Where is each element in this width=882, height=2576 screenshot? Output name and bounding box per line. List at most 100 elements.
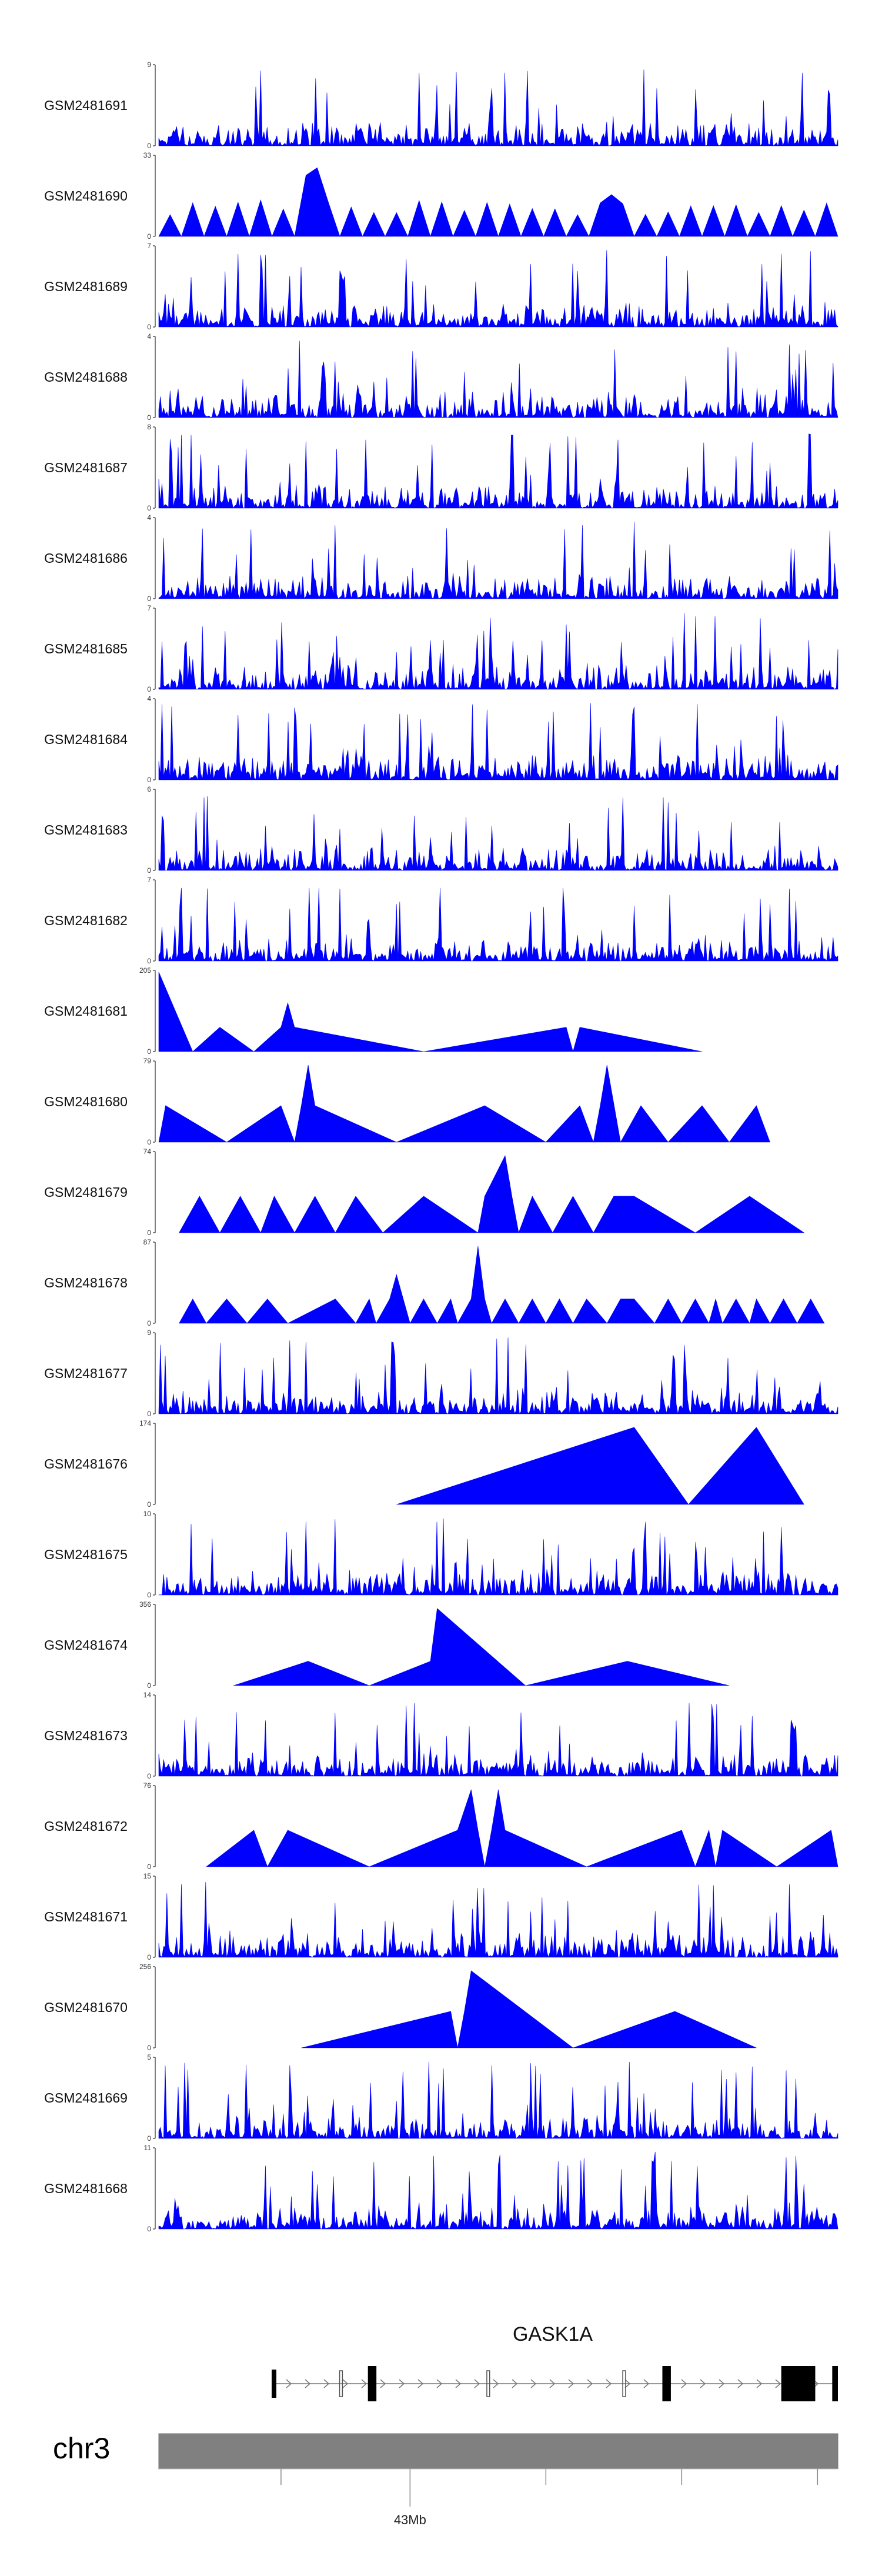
track-GSM2481668: GSM2481668 11 0 [44,2144,838,2233]
track-GSM2481682: GSM2481682 7 0 [44,876,838,965]
sample-label: GSM2481672 [44,1818,128,1834]
y-tick-label-min: 0 [147,776,151,784]
track-GSM2481673: GSM2481673 14 0 [44,1691,838,1780]
y-tick-label-min: 0 [147,1138,151,1146]
sample-label: GSM2481678 [44,1275,128,1290]
track-GSM2481676: GSM2481676 174 0 [44,1419,804,1509]
track-GSM2481679: GSM2481679 74 0 [44,1147,805,1237]
strand-chevron [530,2379,537,2388]
track-GSM2481691: GSM2481691 9 0 [44,61,838,150]
y-tick-label-min: 0 [147,1591,151,1599]
coverage-area [396,1427,804,1505]
track-GSM2481687: GSM2481687 8 0 [44,423,838,512]
track-GSM2481681: GSM2481681 205 0 [44,966,703,1056]
coverage-area [158,703,838,780]
coverage-area [158,1703,838,1777]
strand-chevron [493,2379,499,2388]
coverage-area [158,522,838,599]
chromosome-label: chr3 [53,2432,110,2465]
strand-chevron [474,2379,480,2388]
chromosome-bar [158,2433,838,2470]
strand-chevron [737,2379,744,2388]
strand-chevron [624,2379,631,2388]
sample-label: GSM2481687 [44,460,128,475]
sample-label: GSM2481680 [44,1094,128,1109]
coverage-area [158,2061,838,2139]
y-tick-label-max: 4 [147,695,151,703]
track-GSM2481686: GSM2481686 4 0 [44,513,838,603]
track-GSM2481671: GSM2481671 15 0 [44,1872,838,1961]
strand-chevron [323,2379,330,2388]
coverage-area [158,341,838,418]
sample-label: GSM2481689 [44,279,128,294]
y-tick-label-max: 14 [143,1691,152,1699]
sample-label: GSM2481673 [44,1728,128,1743]
y-tick-label-max: 87 [143,1238,152,1246]
strand-chevron [342,2379,349,2388]
coverage-area [158,1065,770,1143]
track-GSM2481683: GSM2481683 6 0 [44,785,838,875]
sample-label: GSM2481688 [44,369,128,385]
y-tick-label-max: 356 [139,1600,151,1609]
sample-label: GSM2481691 [44,98,128,113]
y-tick-label-max: 7 [147,242,151,250]
gene-exon [272,2370,276,2398]
sample-label: GSM2481674 [44,1637,128,1653]
coverage-area [179,1246,825,1324]
track-GSM2481677: GSM2481677 9 0 [44,1329,838,1418]
y-tick-label-max: 8 [147,423,151,431]
gene-exon [781,2366,816,2401]
track-GSM2481675: GSM2481675 10 0 [44,1510,838,1599]
strand-chevron [417,2379,424,2388]
coverage-tracks: GSM248169190GSM2481690330GSM248168970GSM… [44,61,838,2233]
strand-chevron [455,2379,462,2388]
y-tick-label-min: 0 [147,1953,151,1961]
y-tick-label-min: 0 [147,595,151,603]
sample-label: GSM2481684 [44,732,128,747]
coverage-area [158,250,838,328]
track-GSM2481680: GSM2481680 79 0 [44,1057,770,1146]
track-GSM2481678: GSM2481678 87 0 [44,1238,825,1327]
y-tick-label-max: 174 [139,1419,151,1427]
coverage-area [158,1518,838,1596]
sample-label: GSM2481681 [44,1003,128,1019]
strand-chevron [399,2379,405,2388]
coverage-area [158,167,838,238]
track-GSM2481684: GSM2481684 4 0 [44,695,838,784]
strand-chevron [681,2379,687,2388]
y-tick-label-min: 0 [147,1772,151,1780]
genome-axis-tick-label: 43Mb [394,2512,426,2527]
y-tick-label-max: 10 [143,1510,152,1518]
y-tick-label-max: 79 [143,1057,152,1065]
coverage-area [301,1970,757,2048]
y-tick-label-min: 0 [147,142,151,150]
y-tick-label-max: 15 [143,1872,152,1880]
y-tick-label-max: 205 [139,966,151,975]
y-tick-label-max: 7 [147,876,151,884]
strand-chevron [286,2379,292,2388]
y-tick-label-min: 0 [147,2044,151,2052]
coverage-area [206,1789,838,1867]
y-tick-label-min: 0 [147,1681,151,1690]
y-tick-label-max: 6 [147,785,151,793]
y-tick-label-max: 11 [144,2144,152,2152]
y-tick-label-min: 0 [147,957,151,965]
sample-label: GSM2481671 [44,1909,128,1924]
y-tick-label-max: 256 [139,1963,151,1971]
sample-label: GSM2481690 [44,188,128,203]
strand-chevron [380,2379,386,2388]
sample-label: GSM2481686 [44,550,128,566]
y-tick-label-max: 5 [147,2053,151,2061]
coverage-area [158,796,838,871]
strand-chevron [512,2379,518,2388]
track-GSM2481688: GSM2481688 4 0 [44,332,838,422]
y-tick-label-max: 74 [143,1147,152,1156]
strand-chevron [775,2379,781,2388]
y-tick-label-min: 0 [147,685,151,693]
coverage-area [158,433,838,509]
coverage-area [158,972,703,1053]
gene-exon [368,2366,377,2401]
coverage-area [158,1337,838,1415]
coverage-area [158,613,838,690]
